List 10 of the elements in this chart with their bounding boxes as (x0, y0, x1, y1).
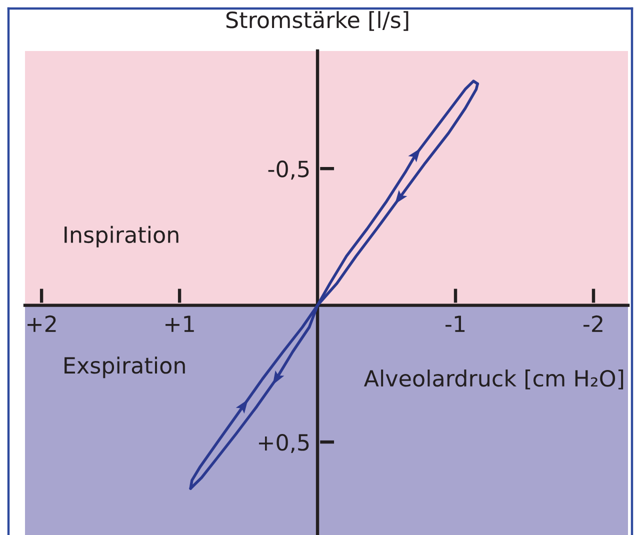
band-label: Exspiration (64, 356, 185, 378)
x-tick-label: -1 (446, 316, 465, 332)
x-tick-label: -2 (584, 315, 602, 332)
band-label: Inspiration (64, 226, 178, 248)
y-tick-label: +0,5 (258, 434, 309, 454)
x-tick-label: +1 (166, 316, 194, 332)
x-tick-label: +2 (28, 315, 56, 332)
y-axis-title: Stromstärke [l/s] (226, 11, 408, 31)
x-axis-title: Alveolardruck [cm H₂O] (364, 370, 624, 390)
y-tick-label: -0,5 (268, 160, 309, 180)
